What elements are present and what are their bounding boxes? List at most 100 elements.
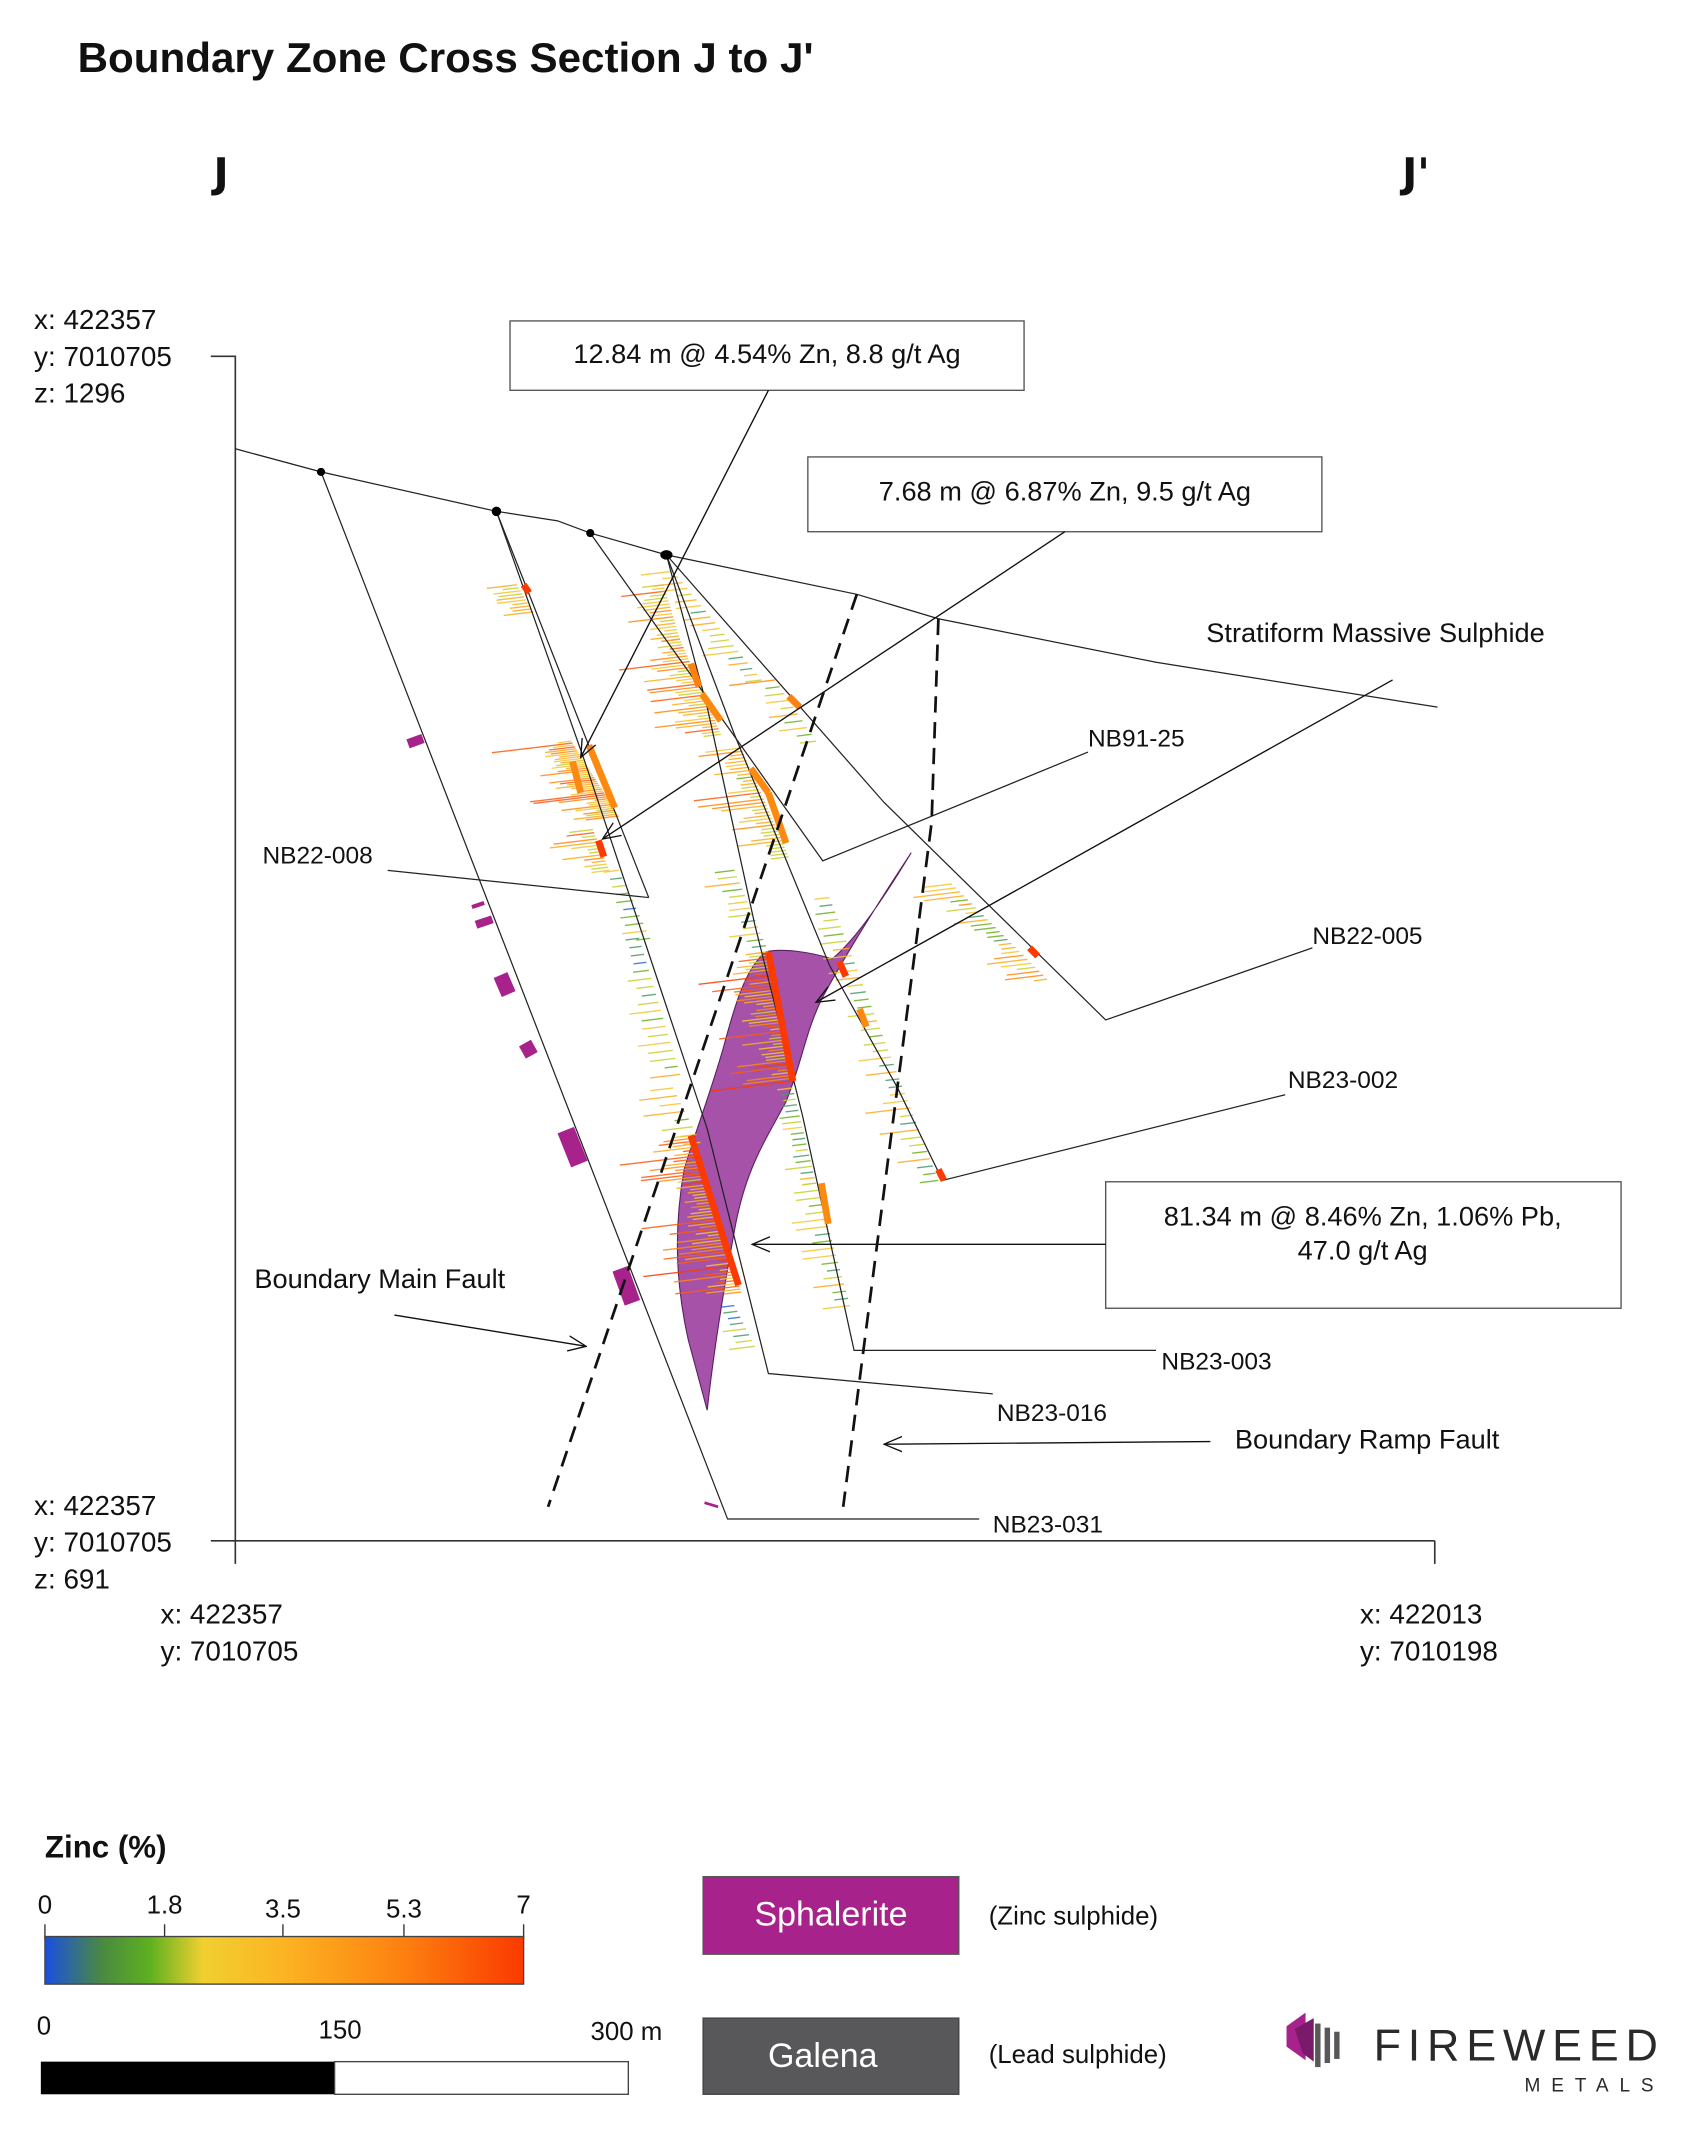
assay-bar xyxy=(729,679,776,687)
assay-bar xyxy=(636,985,654,990)
assay-bar xyxy=(921,887,957,893)
assay-bar xyxy=(708,644,734,650)
assay-bar xyxy=(650,655,688,662)
assay-bar xyxy=(582,786,601,791)
assay-bar xyxy=(641,1218,718,1230)
assay-bar xyxy=(684,1198,712,1204)
assay-bar xyxy=(740,782,757,786)
assay-bar xyxy=(544,748,577,754)
assay-bar xyxy=(639,1095,678,1101)
assay-bar xyxy=(819,904,833,908)
sphalerite-intervals xyxy=(406,733,719,1509)
assay-bar xyxy=(784,720,803,724)
drillhole-label-nb22-005: NB22-005 xyxy=(1312,923,1422,950)
assay-bar xyxy=(765,1054,788,1059)
zinc-tick-label: 1.8 xyxy=(147,1891,183,1919)
assay-bar xyxy=(728,662,748,666)
assay-bar xyxy=(674,1152,697,1157)
bottom-axis-right-coords: x: 422013 y: 7010198 xyxy=(1360,1599,1498,1667)
assay-bar xyxy=(627,977,652,982)
assay-bar xyxy=(738,817,773,823)
assay-bar xyxy=(591,866,609,870)
assay-bar xyxy=(717,875,738,880)
assay-bar xyxy=(663,1137,692,1143)
assay-bar xyxy=(612,884,626,888)
drillhole-nb22-005 xyxy=(665,554,1313,1021)
assay-bar xyxy=(993,954,1024,960)
zinc-color-ramp xyxy=(44,1935,525,1985)
drillhole-label-nb23-003: NB23-003 xyxy=(1161,1348,1271,1375)
assay-bar xyxy=(742,1039,786,1046)
assay-bar xyxy=(782,1126,803,1131)
assay-bar xyxy=(765,699,789,704)
assay-bar xyxy=(706,1262,732,1267)
galena-description: (Lead sulphide) xyxy=(989,2041,1167,2069)
assay-bar xyxy=(879,1128,919,1136)
assay-bar xyxy=(714,869,735,874)
assay-bar xyxy=(729,766,750,771)
assay-bar xyxy=(674,1118,689,1122)
assay-bar xyxy=(662,1242,726,1251)
assay-bar xyxy=(758,1045,787,1050)
assay-bar xyxy=(675,1166,702,1172)
bottom-left-coords: x: 422357 y: 7010705 z: 691 xyxy=(34,1490,172,1594)
assay-bar xyxy=(707,1282,739,1288)
intercepts xyxy=(520,582,1041,1287)
assay-bar xyxy=(486,584,517,590)
assay-bar xyxy=(761,1051,788,1056)
assay-bar xyxy=(571,784,600,790)
assay-bar xyxy=(865,1070,897,1076)
assay-bar xyxy=(768,849,787,854)
assay-bar xyxy=(678,691,703,696)
assay-bar xyxy=(690,610,706,614)
assay-bar xyxy=(533,794,606,805)
assay-bar xyxy=(782,1120,802,1125)
assay-bar xyxy=(698,750,743,758)
zinc-legend-title: Zinc (%) xyxy=(45,1830,167,1865)
assay-bar xyxy=(548,746,575,751)
assay-bar xyxy=(746,938,764,943)
ramp-fault-label: Boundary Ramp Fault xyxy=(1235,1423,1500,1454)
drillhole-nb23-016 xyxy=(495,511,993,1395)
assay-bar xyxy=(782,1104,798,1108)
assay-bar xyxy=(683,616,711,621)
assay-bar xyxy=(729,1322,744,1326)
assay-bar xyxy=(857,1005,872,1009)
assay-bar xyxy=(792,1143,807,1147)
assay-bar xyxy=(751,944,766,949)
assay-bar xyxy=(795,1225,829,1231)
scale-tick-label: 0 xyxy=(37,2012,51,2040)
assay-bar xyxy=(674,716,714,723)
bottom-axis-left-coords: x: 422357 y: 7010705 xyxy=(161,1599,299,1667)
drillhole-nb22-008 xyxy=(495,511,650,898)
assay-bar xyxy=(651,587,665,591)
assay-bar xyxy=(923,1172,936,1176)
assay-bar xyxy=(746,1074,792,1082)
assay-bar xyxy=(742,1077,793,1085)
assay-bar xyxy=(799,1176,815,1180)
assay-bar xyxy=(658,1140,693,1147)
galena-label: Galena xyxy=(768,2037,878,2075)
assay-bar xyxy=(728,932,761,938)
assay-bar xyxy=(650,1073,681,1079)
assay-bar xyxy=(793,1154,810,1158)
main-fault-label: Boundary Main Fault xyxy=(254,1263,505,1294)
assay-bar xyxy=(654,705,709,714)
coord-y: y: 7010705 xyxy=(34,1527,172,1558)
assay-bar xyxy=(729,753,745,757)
assay-bar xyxy=(554,755,582,761)
assay-bar xyxy=(677,1236,724,1244)
assay-bar xyxy=(583,809,616,815)
callout-2: 7.68 m @ 6.87% Zn, 9.5 g/t Ag xyxy=(602,456,1323,839)
assay-bar xyxy=(792,1137,806,1141)
assay-bar xyxy=(691,1244,727,1251)
assay-bar xyxy=(897,1157,931,1164)
assay-bar xyxy=(709,633,725,637)
assay-bar xyxy=(802,1182,817,1186)
assay-bar xyxy=(736,776,754,780)
assay-bar xyxy=(770,856,789,860)
assay-bar xyxy=(908,1143,925,1147)
drillhole-label-nb22-008: NB22-008 xyxy=(263,843,373,870)
assay-bar xyxy=(1001,946,1016,950)
